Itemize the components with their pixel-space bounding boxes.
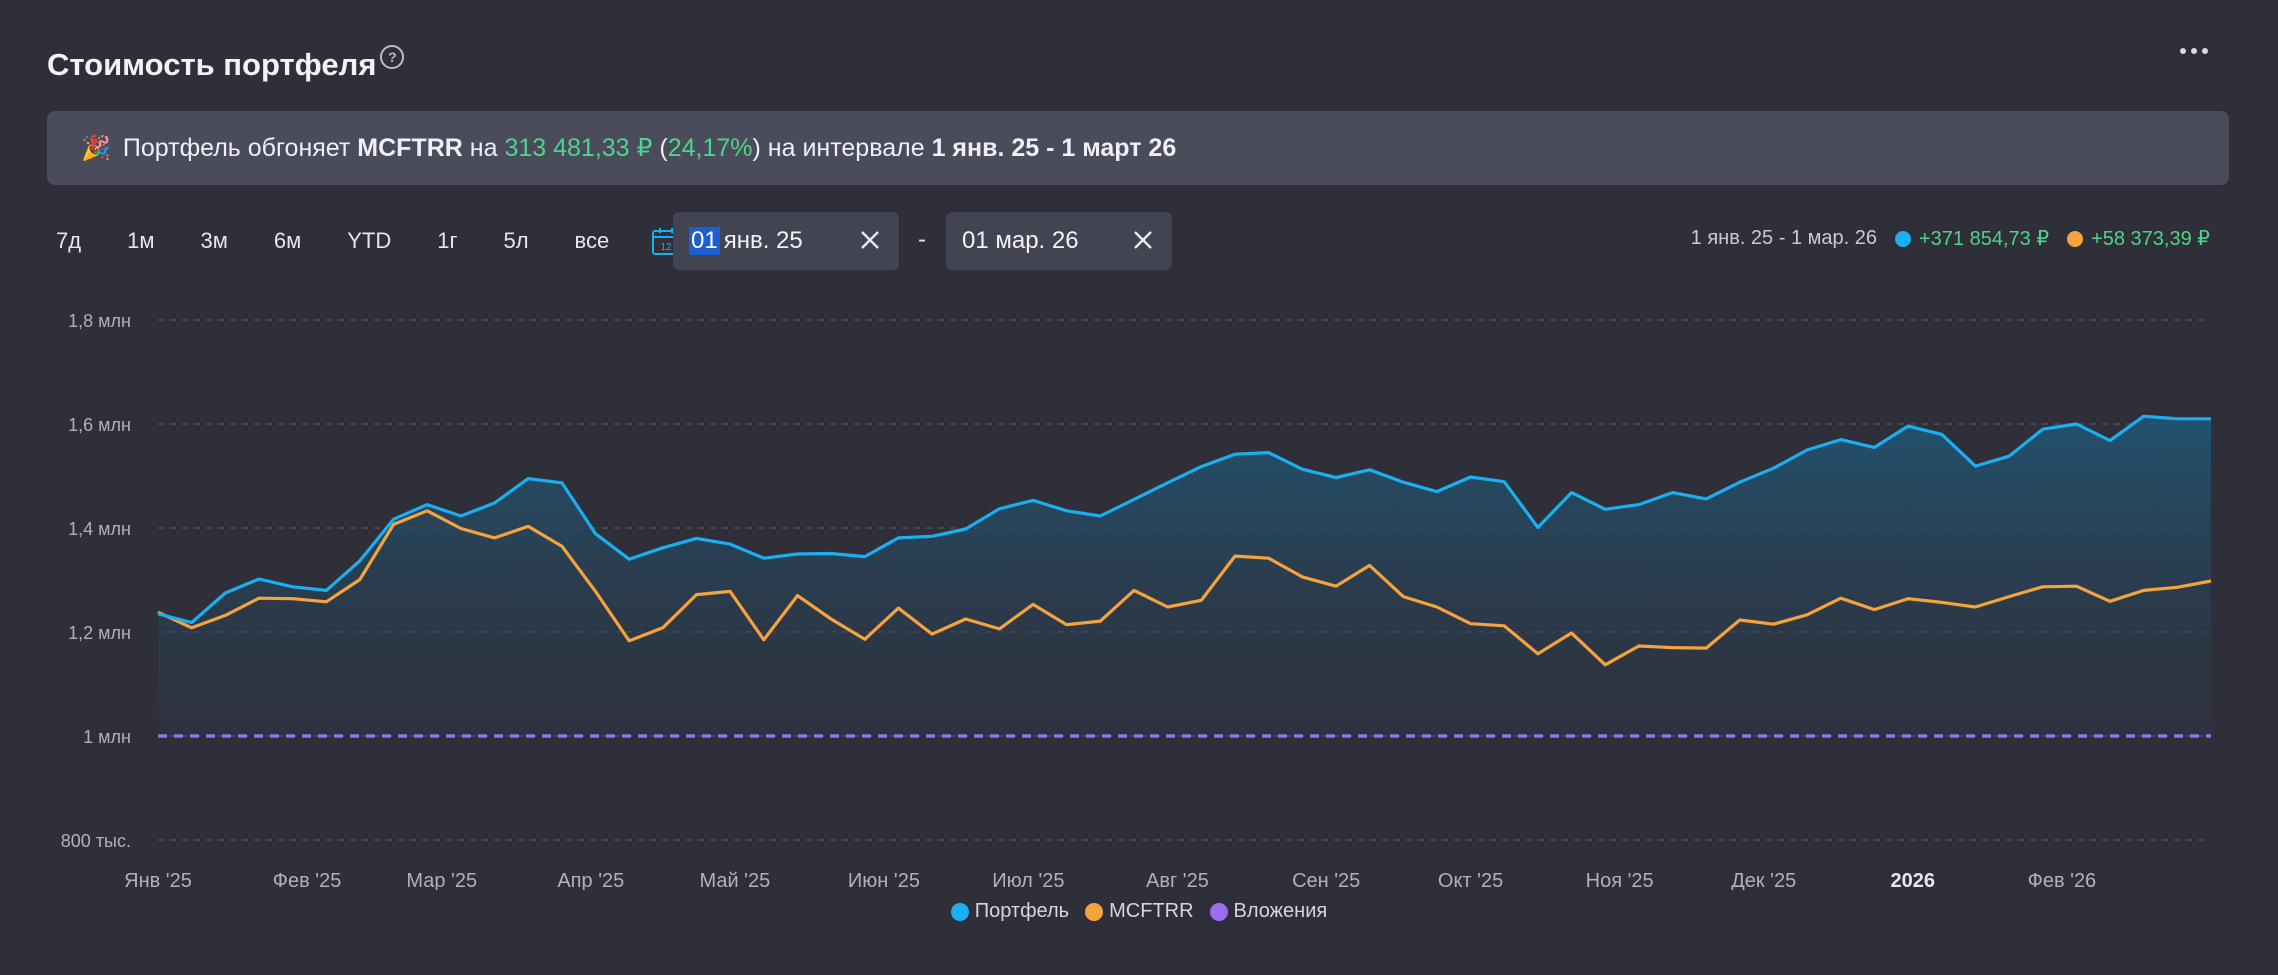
banner-pct: 24,17% — [667, 133, 753, 162]
period-3m-button[interactable]: 3м — [200, 228, 228, 253]
y-tick-label: 1 млн — [83, 727, 131, 747]
date-to-field[interactable]: 01 мар. 26 — [946, 212, 1172, 270]
header: Стоимость портфеля ? — [47, 40, 405, 90]
period-7d-button[interactable]: 7д — [56, 228, 82, 253]
portfolio-chart[interactable]: 800 тыс. 1 млн 1,2 млн 1,4 млн 1,6 млн 1,8 мл… — [0, 290, 2278, 890]
x-tick-label: Сен '25 — [1292, 870, 1360, 890]
date-to-value[interactable]: 01 мар. 26 — [962, 227, 1079, 254]
y-tick-label: 800 тыс. — [61, 831, 131, 851]
banner-benchmark: MCFTRR — [357, 133, 463, 162]
period-5y-button[interactable]: 5л — [503, 228, 529, 253]
more-menu-icon[interactable] — [2180, 48, 2208, 54]
clear-date-to-icon[interactable] — [1130, 227, 1156, 253]
summary-legend: 1 янв. 25 - 1 мар. 26 +371 854,73 ₽ +58 … — [1691, 226, 2210, 251]
legend-mcftrr-label: MCFTRR — [1109, 900, 1194, 922]
date-from-rest[interactable]: янв. 25 — [723, 227, 803, 254]
banner-text-2: на — [469, 133, 498, 162]
party-popper-icon: 🎉 — [81, 134, 111, 162]
y-tick-label: 1,2 млн — [68, 623, 131, 643]
banner-text-1: Портфель обгоняет — [122, 133, 351, 162]
legend-mcftrr[interactable]: MCFTRR — [1085, 900, 1194, 923]
x-tick-label: Июл '25 — [992, 870, 1064, 890]
y-tick-label: 1,6 млн — [68, 415, 131, 435]
date-from-day[interactable]: 01 — [689, 227, 720, 255]
portfolio-line — [157, 414, 2211, 625]
legend-portfolio-label: Портфель — [974, 900, 1070, 922]
y-tick-label: 1,8 млн — [68, 311, 131, 331]
svg-text:12: 12 — [661, 242, 673, 253]
banner-pct-close: ) — [752, 133, 761, 162]
x-tick-label: Авг '25 — [1146, 870, 1209, 890]
x-tick-label: Фев '25 — [273, 870, 342, 890]
x-tick-label: Май '25 — [699, 870, 770, 890]
x-tick-label: Окт '25 — [1438, 870, 1503, 890]
mcftrr-legend-dot-icon — [1085, 902, 1104, 921]
portfolio-delta: +371 854,73 ₽ — [1919, 228, 2050, 250]
x-tick-label: Июн '25 — [848, 870, 920, 890]
period-all-button[interactable]: все — [574, 228, 610, 253]
benchmark-delta: +58 373,39 ₽ — [2091, 228, 2210, 250]
x-tick-label: Ноя '25 — [1586, 870, 1654, 890]
chart-legend: Портфель MCFTRR Вложения — [0, 900, 2278, 923]
help-icon[interactable]: ? — [380, 45, 405, 69]
clear-date-from-icon[interactable] — [857, 227, 883, 253]
period-selector: 7д 1м 3м 6м YTD 1г 5л все 12 — [47, 212, 682, 270]
x-tick-label: Фев '26 — [2028, 870, 2097, 890]
legend-investments-label: Вложения — [1233, 900, 1328, 922]
portfolio-dot-icon — [1895, 230, 1911, 247]
benchmark-dot-icon — [2067, 230, 2084, 247]
period-1y-button[interactable]: 1г — [437, 228, 458, 253]
x-tick-label: Янв '25 — [124, 870, 192, 890]
y-tick-label: 1,4 млн — [68, 519, 131, 539]
banner-interval: 1 янв. 25 - 1 март 26 — [931, 133, 1177, 162]
period-ytd-button[interactable]: YTD — [347, 228, 392, 253]
banner-text-3: на интервале — [767, 133, 925, 162]
page-title: Стоимость портфеля — [47, 47, 377, 82]
investments-legend-dot-icon — [1209, 902, 1228, 921]
comparison-banner: 🎉 Портфель обгоняет MCFTRR на 313 481,33… — [47, 111, 2229, 185]
x-tick-label: 2026 — [1891, 870, 1936, 890]
summary-range: 1 янв. 25 - 1 мар. 26 — [1690, 227, 1877, 249]
x-tick-label: Апр '25 — [557, 870, 624, 890]
date-from-field[interactable]: 01 янв. 25 — [673, 212, 899, 270]
date-separator: - — [918, 226, 926, 253]
period-6m-button[interactable]: 6м — [273, 228, 302, 253]
portfolio-legend-dot-icon — [950, 902, 969, 921]
portfolio-area — [158, 416, 2211, 736]
mcftrr-line — [157, 509, 2212, 667]
x-tick-label: Мар '25 — [406, 870, 477, 890]
legend-portfolio[interactable]: Портфель — [950, 900, 1070, 923]
banner-pct-open: ( — [659, 133, 668, 162]
legend-investments[interactable]: Вложения — [1209, 900, 1328, 923]
x-tick-label: Дек '25 — [1731, 870, 1796, 890]
banner-amount: 313 481,33 ₽ — [504, 134, 653, 162]
period-1m-button[interactable]: 1м — [127, 228, 155, 253]
